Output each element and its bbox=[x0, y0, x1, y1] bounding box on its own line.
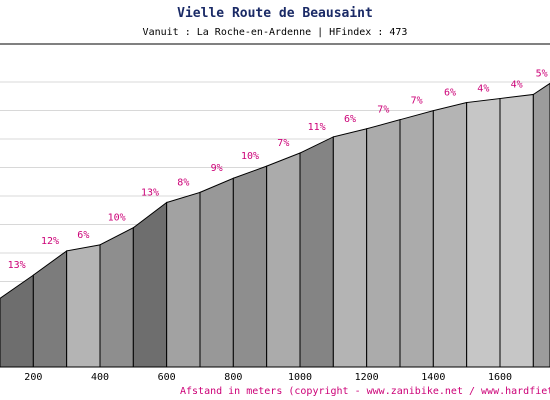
segment-bar bbox=[499, 93, 534, 368]
x-tick-label: 1400 bbox=[421, 372, 445, 383]
segment-bar bbox=[266, 152, 301, 368]
segment-bar bbox=[32, 249, 68, 368]
segment-bar bbox=[466, 97, 501, 368]
grade-label: 10% bbox=[108, 213, 126, 224]
segment-bar bbox=[332, 128, 368, 368]
x-tick-label: 200 bbox=[24, 372, 42, 383]
grade-label: 10% bbox=[241, 151, 259, 162]
x-axis-label: Afstand in meters (copyright - www.zanib… bbox=[180, 386, 550, 397]
grade-label: 7% bbox=[411, 96, 423, 107]
segment-bar bbox=[366, 119, 401, 368]
grade-label: 4% bbox=[477, 84, 489, 95]
segment-bar bbox=[99, 226, 134, 368]
segment-bar bbox=[399, 109, 434, 368]
chart-title: Vielle Route de Beausaint bbox=[177, 6, 373, 21]
grade-label: 6% bbox=[77, 230, 89, 241]
x-tick-label: 800 bbox=[224, 372, 242, 383]
grade-label: 7% bbox=[277, 138, 289, 149]
x-tick-label: 400 bbox=[91, 372, 109, 383]
gradient-segments bbox=[0, 82, 550, 368]
x-tick-label: 1600 bbox=[488, 372, 512, 383]
grade-label: 6% bbox=[444, 88, 456, 99]
segment-bar bbox=[299, 136, 334, 368]
x-tick-labels: 200 400 600 800 1000 1200 1400 1600 bbox=[24, 372, 512, 383]
grade-label: 8% bbox=[177, 177, 189, 188]
x-tick-label: 1000 bbox=[288, 372, 312, 383]
segment-bar bbox=[0, 274, 34, 368]
segment-bar bbox=[532, 82, 550, 368]
grade-label: 11% bbox=[308, 122, 326, 133]
segment-bar bbox=[166, 191, 201, 368]
chart-subtitle: Vanuit : La Roche-en-Ardenne | HFindex :… bbox=[143, 27, 408, 38]
grade-label: 5% bbox=[536, 68, 548, 79]
segment-bar bbox=[232, 165, 268, 368]
grade-label: 6% bbox=[344, 114, 356, 125]
x-tick-label: 600 bbox=[158, 372, 176, 383]
grade-label: 4% bbox=[511, 79, 523, 90]
grade-label: 13% bbox=[141, 187, 159, 198]
segment-bar bbox=[132, 201, 168, 368]
grade-label: 13% bbox=[8, 260, 26, 271]
grade-label: 7% bbox=[377, 105, 389, 116]
x-tick-label: 1200 bbox=[355, 372, 379, 383]
segment-bar bbox=[199, 177, 234, 368]
segment-bar bbox=[432, 101, 468, 368]
segment-bar bbox=[66, 244, 101, 368]
grade-label: 12% bbox=[41, 236, 59, 247]
grade-label: 9% bbox=[211, 163, 223, 174]
grade-labels: 13% 12% 6% 10% 13% 8% 9% 10% 7% 11% 6% 7% 7% 6% 4% 4% 5% bbox=[8, 68, 548, 271]
